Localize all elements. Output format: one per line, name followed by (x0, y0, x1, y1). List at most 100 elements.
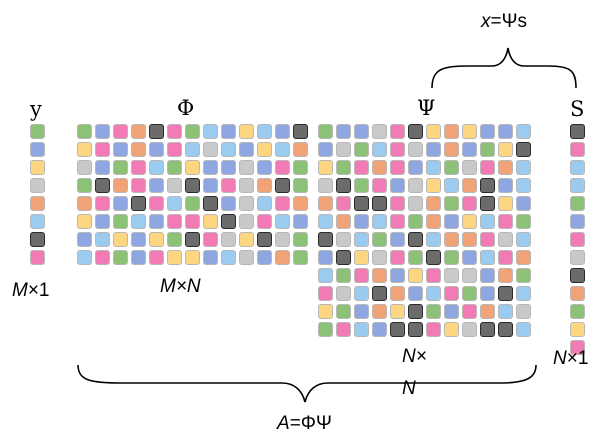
phi-matrix-cell (293, 250, 308, 265)
phi-matrix-cell (257, 178, 272, 193)
phi-matrix-cell (239, 124, 254, 139)
psi-matrix-cell (408, 142, 423, 157)
phi-matrix-cell (113, 232, 128, 247)
psi-matrix-cell (318, 142, 333, 157)
psi-matrix-cell (516, 286, 531, 301)
phi-matrix-cell (293, 178, 308, 193)
psi-matrix-cell (444, 322, 459, 337)
psi-matrix-cell (516, 196, 531, 211)
psi-matrix-cell (408, 322, 423, 337)
psi-matrix-cell (408, 178, 423, 193)
phi-matrix-cell (167, 214, 182, 229)
psi-matrix-cell (318, 304, 333, 319)
phi-matrix-cell (275, 142, 290, 157)
psi-matrix-cell (480, 178, 495, 193)
phi-matrix-cell (221, 214, 236, 229)
s-vector (570, 124, 585, 355)
psi-matrix-cell (426, 124, 441, 139)
psi-matrix-cell (390, 160, 405, 175)
psi-matrix-cell (516, 160, 531, 175)
psi-matrix-cell (390, 250, 405, 265)
psi-matrix-cell (372, 268, 387, 283)
phi-matrix-cell (221, 142, 236, 157)
psi-matrix-cell (390, 142, 405, 157)
phi-matrix-cell (257, 232, 272, 247)
phi-matrix-cell (275, 196, 290, 211)
psi-matrix-cell (354, 322, 369, 337)
phi-matrix-cell (203, 196, 218, 211)
y-vector-cell (30, 124, 45, 139)
psi-matrix-cell (390, 286, 405, 301)
psi-matrix-cell (480, 304, 495, 319)
psi-matrix-cell (462, 124, 477, 139)
phi-matrix-cell (185, 178, 200, 193)
phi-matrix-cell (167, 232, 182, 247)
phi-matrix-cell (203, 160, 218, 175)
psi-matrix-cell (444, 196, 459, 211)
psi-matrix-cell (318, 322, 333, 337)
psi-matrix-cell (498, 124, 513, 139)
psi-matrix-cell (480, 196, 495, 211)
phi-matrix-cell (293, 142, 308, 157)
psi-matrix-cell (444, 232, 459, 247)
phi-matrix-cell (239, 232, 254, 247)
psi-matrix-cell (516, 124, 531, 139)
psi-matrix-cell (498, 232, 513, 247)
phi-matrix-cell (185, 214, 200, 229)
phi-matrix-cell (275, 124, 290, 139)
psi-matrix-cell (444, 142, 459, 157)
s-vector-cell (570, 250, 585, 265)
psi-matrix-cell (408, 160, 423, 175)
psi-matrix-cell (354, 250, 369, 265)
phi-matrix-cell (275, 214, 290, 229)
psi-matrix (318, 124, 531, 337)
phi-matrix-cell (77, 214, 92, 229)
psi-matrix-cell (462, 304, 477, 319)
phi-matrix-cell (185, 232, 200, 247)
psi-matrix-cell (426, 232, 441, 247)
psi-matrix-cell (426, 196, 441, 211)
s-vector-cell (570, 340, 585, 355)
s-label: S (570, 97, 585, 121)
psi-matrix-cell (516, 268, 531, 283)
psi-matrix-cell (408, 250, 423, 265)
psi-matrix-cell (354, 232, 369, 247)
phi-matrix-cell (95, 214, 110, 229)
s-vector-cell (570, 160, 585, 175)
y-label: y (30, 97, 42, 121)
y-vector-cell (30, 178, 45, 193)
psi-matrix-cell (336, 160, 351, 175)
psi-matrix-cell (516, 178, 531, 193)
psi-matrix-cell (444, 214, 459, 229)
psi-matrix-cell (372, 232, 387, 247)
psi-matrix-cell (444, 304, 459, 319)
phi-matrix-cell (95, 232, 110, 247)
phi-matrix-cell (95, 196, 110, 211)
phi-matrix-cell (257, 214, 272, 229)
phi-matrix-cell (95, 250, 110, 265)
phi-matrix-cell (149, 124, 164, 139)
psi-matrix-cell (444, 160, 459, 175)
phi-matrix-cell (131, 142, 146, 157)
phi-matrix-cell (185, 250, 200, 265)
psi-matrix-cell (336, 124, 351, 139)
psi-matrix-cell (462, 214, 477, 229)
phi-matrix-cell (113, 196, 128, 211)
psi-matrix-cell (480, 250, 495, 265)
psi-matrix-cell (354, 214, 369, 229)
psi-matrix-cell (372, 286, 387, 301)
phi-matrix-cell (113, 214, 128, 229)
phi-matrix-cell (113, 178, 128, 193)
psi-matrix-cell (462, 250, 477, 265)
phi-matrix-cell (203, 214, 218, 229)
psi-matrix-cell (318, 214, 333, 229)
psi-matrix-cell (516, 304, 531, 319)
phi-matrix-cell (77, 232, 92, 247)
phi-matrix-cell (149, 232, 164, 247)
psi-matrix-cell (480, 268, 495, 283)
psi-matrix-cell (426, 178, 441, 193)
phi-matrix-cell (113, 160, 128, 175)
psi-matrix-cell (516, 232, 531, 247)
phi-matrix-cell (257, 196, 272, 211)
phi-matrix-cell (257, 124, 272, 139)
